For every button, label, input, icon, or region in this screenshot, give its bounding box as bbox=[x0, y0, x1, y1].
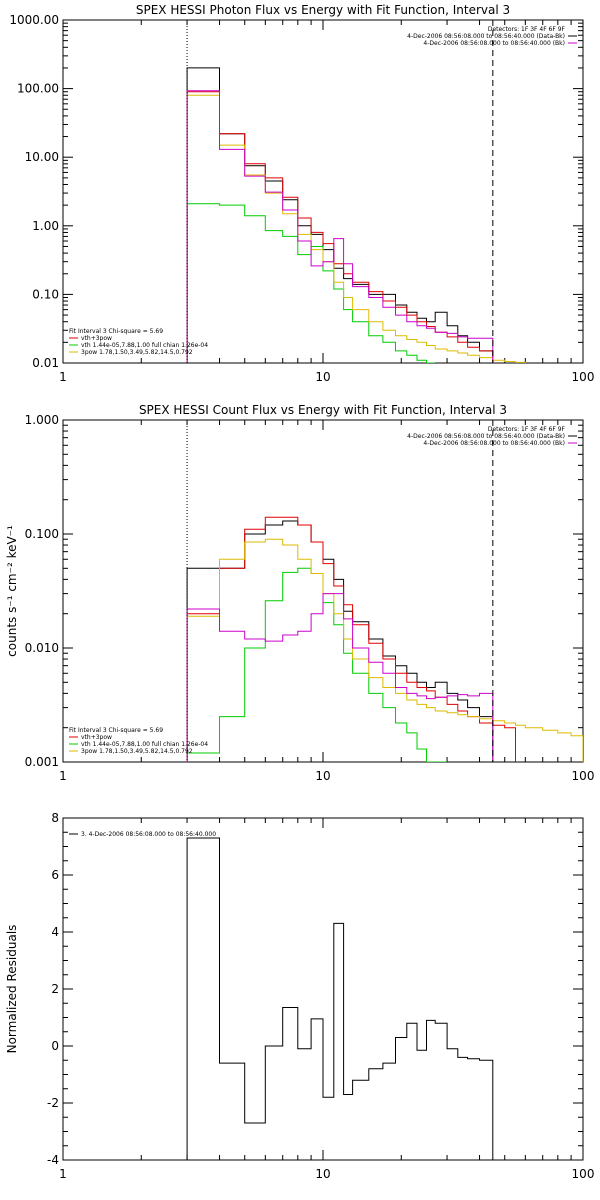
series-group bbox=[186, 516, 583, 762]
y-tick-label: 0 bbox=[51, 1039, 59, 1053]
legend-text: 3pow 1.78,1.50,3.49,5.82,14.5,0.792 bbox=[81, 748, 193, 755]
legend-text: 3pow 1.78,1.50,3.49,5.82,14.5,0.792 bbox=[81, 349, 193, 356]
y-tick-label: 0.01 bbox=[32, 356, 59, 370]
chart-panel-1: SPEX HESSI Photon Flux vs Energy with Fi… bbox=[9, 3, 594, 384]
series-group bbox=[186, 67, 526, 363]
series-line-4 bbox=[186, 94, 526, 363]
x-tick-label: 10 bbox=[315, 370, 330, 384]
series-line-5 bbox=[186, 593, 494, 762]
x-tick-label: 100 bbox=[572, 370, 595, 384]
legend-text: Detectors: 1F 3F 4F 6F 9F bbox=[488, 426, 566, 433]
legend-text: Detectors: 1F 3F 4F 6F 9F bbox=[488, 26, 566, 33]
y-axis-label: counts s⁻¹ cm⁻² keV⁻¹ bbox=[5, 525, 19, 657]
y-tick-label: 1000.00 bbox=[9, 13, 59, 27]
legend-text: vth 1.44e-05,7.88,1.00 full chian 1.26e-… bbox=[81, 741, 208, 748]
series-line-4 bbox=[186, 538, 583, 762]
x-tick-label: 1 bbox=[59, 769, 67, 783]
y-tick-label: 6 bbox=[51, 868, 59, 882]
y-tick-label: 2 bbox=[51, 982, 59, 996]
x-tick-label: 10 bbox=[315, 1167, 330, 1181]
legend-text: vth+3pow bbox=[81, 734, 112, 741]
series-line-3 bbox=[186, 567, 448, 762]
legend-text: 3. 4-Dec-2006 08:56:08.000 to 08:56:40.0… bbox=[81, 831, 216, 838]
legend-text: Fit Interval 3 Chi-square = 5.69 bbox=[69, 727, 163, 734]
legend-text: vth+3pow bbox=[81, 335, 112, 342]
series-line-3 bbox=[186, 203, 436, 363]
y-tick-label: -2 bbox=[47, 1096, 59, 1110]
x-tick-label: 100 bbox=[572, 1167, 595, 1181]
chart-title: SPEX HESSI Photon Flux vs Energy with Fi… bbox=[136, 3, 510, 17]
y-tick-label: 0.10 bbox=[32, 287, 59, 301]
chart-panel-2: SPEX HESSI Count Flux vs Energy with Fit… bbox=[5, 403, 594, 783]
y-axis-label: Normalized Residuals bbox=[5, 925, 19, 1054]
y-tick-label: 10.00 bbox=[25, 150, 59, 164]
legend-text: 4-Dec-2006 08:56:08.000 to 08:56:40.000 … bbox=[407, 33, 565, 40]
legend-text: vth 1.44e-05,7.88,1.00 full chian 1.26e-… bbox=[81, 342, 208, 349]
series-line-1 bbox=[186, 520, 494, 762]
y-tick-label: 0.100 bbox=[25, 527, 59, 541]
plot-frame bbox=[62, 19, 584, 364]
y-tick-label: 4 bbox=[51, 925, 59, 939]
series-group bbox=[186, 837, 494, 1160]
legend-text: Fit Interval 3 Chi-square = 5.69 bbox=[69, 328, 163, 335]
x-tick-label: 10 bbox=[315, 769, 330, 783]
y-tick-label: -4 bbox=[47, 1153, 59, 1167]
series-line-1 bbox=[186, 67, 494, 363]
y-tick-label: 1.000 bbox=[25, 413, 59, 427]
y-tick-label: 100.00 bbox=[17, 82, 59, 96]
chart-title: SPEX HESSI Count Flux vs Energy with Fit… bbox=[139, 403, 507, 417]
x-tick-label: 1 bbox=[59, 370, 67, 384]
plot-frame bbox=[62, 817, 584, 1161]
y-tick-label: 0.010 bbox=[25, 641, 59, 655]
series-line-1 bbox=[186, 837, 494, 1160]
y-tick-label: 0.001 bbox=[25, 755, 59, 769]
y-tick-label: 1.00 bbox=[32, 219, 59, 233]
legend-text: 4-Dec-2006 08:56:08.000 to 08:56:40.000 … bbox=[423, 440, 565, 447]
y-tick-label: 8 bbox=[51, 811, 59, 825]
legend-text: 4-Dec-2006 08:56:08.000 to 08:56:40.000 … bbox=[407, 433, 565, 440]
series-line-5 bbox=[186, 90, 494, 363]
legend-text: 4-Dec-2006 08:56:08.000 to 08:56:40.000 … bbox=[423, 40, 565, 47]
x-tick-label: 100 bbox=[572, 769, 595, 783]
x-tick-label: 1 bbox=[59, 1167, 67, 1181]
series-line-2 bbox=[186, 516, 516, 762]
chart-panel-3: Normalized Residuals 1 10 100 -4 -2 0 2 4 6 8 3. 4-… bbox=[5, 811, 594, 1181]
